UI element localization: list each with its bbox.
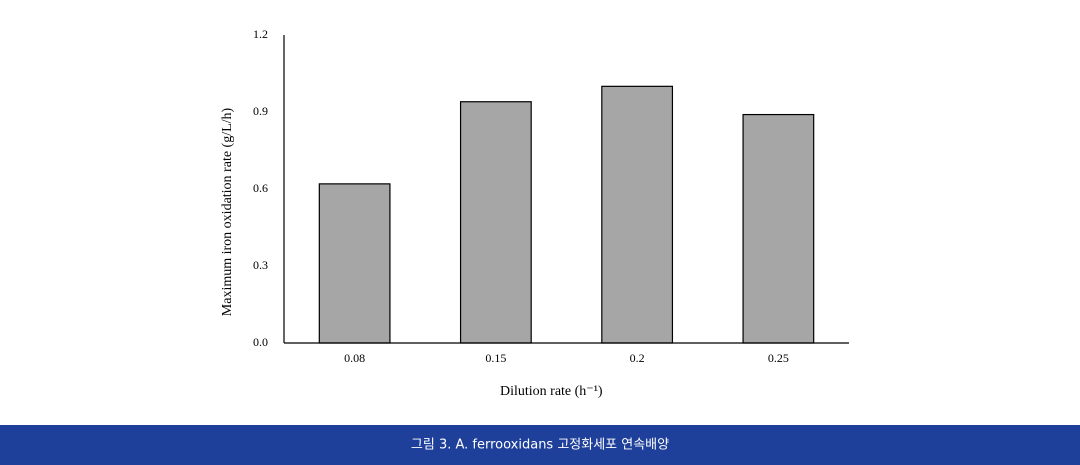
x-tick-label: 0.25	[768, 351, 789, 365]
y-tick-label: 0.9	[253, 104, 268, 118]
bar	[601, 85, 674, 344]
bar	[742, 113, 815, 344]
x-axis-label: Dilution rate (h⁻¹)	[500, 384, 603, 399]
caption-bar	[0, 425, 1080, 465]
y-axis-label: Maximum iron oxidation rate (g/L/h)	[220, 107, 235, 316]
y-tick-label: 0.6	[253, 181, 268, 195]
x-tick-label: 0.15	[485, 351, 506, 365]
x-tick-label: 0.2	[630, 351, 645, 365]
x-tick-label: 0.08	[344, 351, 365, 365]
y-tick-label: 1.2	[253, 27, 268, 41]
y-tick-label: 0.3	[253, 258, 268, 272]
bar	[318, 183, 391, 344]
y-tick-label: 0.0	[253, 335, 268, 349]
bar	[459, 101, 532, 344]
caption: 그림 3. A. ferrooxidans 고정화세포 연속배양	[411, 438, 669, 453]
